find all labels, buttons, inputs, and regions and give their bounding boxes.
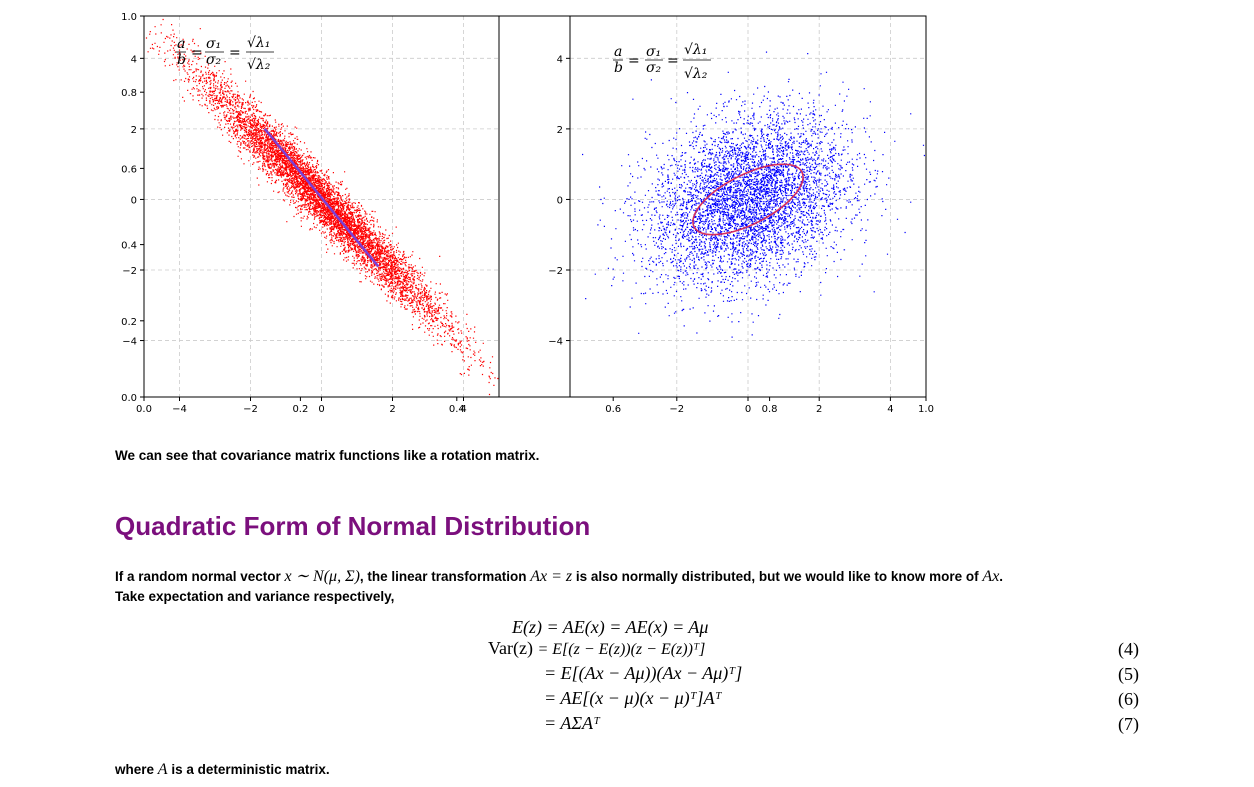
tick-label-x: −2 xyxy=(669,404,684,415)
tick-label-y: 0 xyxy=(557,195,563,206)
svg-text:=: = xyxy=(191,45,203,61)
tick-label-x: 0 xyxy=(318,404,324,415)
svg-text:=: = xyxy=(667,53,679,69)
variance-rhs-1: = E[(z − E(z))(z − E(z))ᵀ] xyxy=(537,641,706,658)
overlay-tick-label-x: 1.0 xyxy=(918,404,934,415)
math-ax: Ax xyxy=(982,568,1000,585)
tick-label-y: 4 xyxy=(131,54,137,65)
covariance-ellipse xyxy=(692,163,804,236)
overlay-tick-label-x: 0.0 xyxy=(136,404,152,415)
section-heading: Quadratic Form of Normal Distribution xyxy=(115,511,591,541)
tick-label-x: 0 xyxy=(745,404,751,415)
p2-text-d: Take expectation and variance respective… xyxy=(115,589,395,604)
tick-label-y: −4 xyxy=(122,337,137,348)
left-annotation: a b = σ₁ σ₂ = √λ₁ √λ₂ xyxy=(176,35,274,73)
tick-label-x: 4 xyxy=(887,404,893,415)
paragraph-rotation-text: We can see that covariance matrix functi… xyxy=(115,448,540,463)
right-scatter-plot: −2 0 2 4 4 2 0 −2 −4 a b = σ₁ σ₂ = √λ₁ √λ₂ xyxy=(548,15,927,415)
overlay-tick-label-y: 0.8 xyxy=(121,88,137,99)
svg-text:σ₂: σ₂ xyxy=(646,60,662,76)
tick-label-y: 2 xyxy=(557,125,563,136)
p3-text-a: where xyxy=(115,762,158,777)
p2-text-c: is also normally distributed, but we wou… xyxy=(572,569,983,584)
overlay-tick-label-y: 0.0 xyxy=(121,393,137,404)
equation-variance-line3: = AE[(x − μ)(x − μ)ᵀ]Aᵀ xyxy=(544,688,722,708)
p2-text-a: If a random normal vector xyxy=(115,569,285,584)
overlay-tick-label-x: 0.4 xyxy=(449,404,465,415)
svg-text:b: b xyxy=(177,52,186,68)
equation-variance-line4: = AΣAᵀ xyxy=(544,713,600,733)
overlay-tick-label-x: 0.2 xyxy=(292,404,308,415)
svg-text:a: a xyxy=(177,36,185,52)
svg-text:=: = xyxy=(628,53,640,69)
svg-text:b: b xyxy=(614,60,623,76)
tick-label-y: 0 xyxy=(131,195,137,206)
variance-lhs: Var(z) xyxy=(488,638,533,658)
overlay-tick-label-x: 0.6 xyxy=(605,404,621,415)
svg-text:=: = xyxy=(229,45,241,61)
p2-text-b: , the linear transformation xyxy=(359,569,531,584)
svg-text:√λ₂: √λ₂ xyxy=(684,66,708,82)
tick-label-x: 2 xyxy=(816,404,822,415)
tick-label-y: 4 xyxy=(557,54,563,65)
svg-text:√λ₁: √λ₁ xyxy=(247,35,270,51)
left-scatter-plot: −4 −2 0 2 4 4 2 0 −2 −4 a b = σ₁ σ₂ = √λ₁ √λ₂ xyxy=(122,15,500,415)
tick-label-x: 2 xyxy=(389,404,395,415)
tick-label-y: −4 xyxy=(548,337,563,348)
tick-label-x: −2 xyxy=(243,404,258,415)
tick-label-x: −4 xyxy=(172,404,187,415)
p3-text-b: is a deterministic matrix. xyxy=(167,762,330,777)
svg-text:σ₂: σ₂ xyxy=(206,52,222,68)
scatter-points xyxy=(145,18,499,396)
equation-number-4: (4) xyxy=(1118,639,1139,659)
right-annotation: a b = σ₁ σ₂ = √λ₁ √λ₂ xyxy=(613,42,711,82)
math-a: A xyxy=(157,761,168,778)
right-grid xyxy=(570,16,926,397)
math-ax-eq-z: Ax = z xyxy=(530,568,573,585)
overlay-tick-label-y: 1.0 xyxy=(121,12,137,23)
tick-label-y: 2 xyxy=(131,125,137,136)
paragraph-deterministic: where A is a deterministic matrix. xyxy=(115,760,330,780)
tick-label-y: −2 xyxy=(548,266,563,277)
svg-text:σ₁: σ₁ xyxy=(646,44,661,60)
paragraph-linear-transform: If a random normal vector x ∼ N(μ, Σ), t… xyxy=(115,568,1004,604)
principal-axis-line xyxy=(263,128,380,268)
right-ticks: −2 0 2 4 4 2 0 −2 −4 xyxy=(548,54,893,415)
left-grid xyxy=(144,16,499,397)
equation-variance-line1: Var(z) = E[(z − E(z))(z − E(z))ᵀ] xyxy=(488,638,705,659)
equation-number-7: (7) xyxy=(1118,714,1139,734)
svg-text:σ₁: σ₁ xyxy=(206,36,221,52)
math-x-sim: x ∼ N(μ, Σ) xyxy=(284,568,360,585)
overlay-tick-label-y: 0.6 xyxy=(121,164,137,175)
tick-label-x: 4 xyxy=(460,404,466,415)
equation-number-6: (6) xyxy=(1118,689,1139,709)
left-points xyxy=(145,18,499,396)
overlay-tick-label-y: 0.4 xyxy=(121,241,137,252)
scatter-points xyxy=(582,51,925,338)
equation-number-5: (5) xyxy=(1118,664,1139,684)
svg-text:√λ₁: √λ₁ xyxy=(684,42,707,58)
right-points xyxy=(582,51,925,338)
left-ticks: −4 −2 0 2 4 4 2 0 −2 −4 xyxy=(122,54,466,415)
equation-expectation: E(z) = AE(x) = AE(x) = Aμ xyxy=(512,617,709,637)
overlay-ticks: 0.0 0.2 0.4 0.6 0.8 1.0 1.0 0.8 0.6 0.4 0.2 0.0 xyxy=(121,12,934,415)
svg-text:a: a xyxy=(614,44,622,60)
paragraph-rotation: We can see that covariance matrix functi… xyxy=(115,446,539,466)
tick-label-y: −2 xyxy=(122,266,137,277)
overlay-tick-label-x: 0.8 xyxy=(762,404,778,415)
overlay-tick-label-y: 0.2 xyxy=(121,317,137,328)
equation-variance-line2: = E[(Ax − Aμ))(Ax − Aμ)ᵀ] xyxy=(544,663,743,683)
svg-text:√λ₂: √λ₂ xyxy=(247,57,271,73)
